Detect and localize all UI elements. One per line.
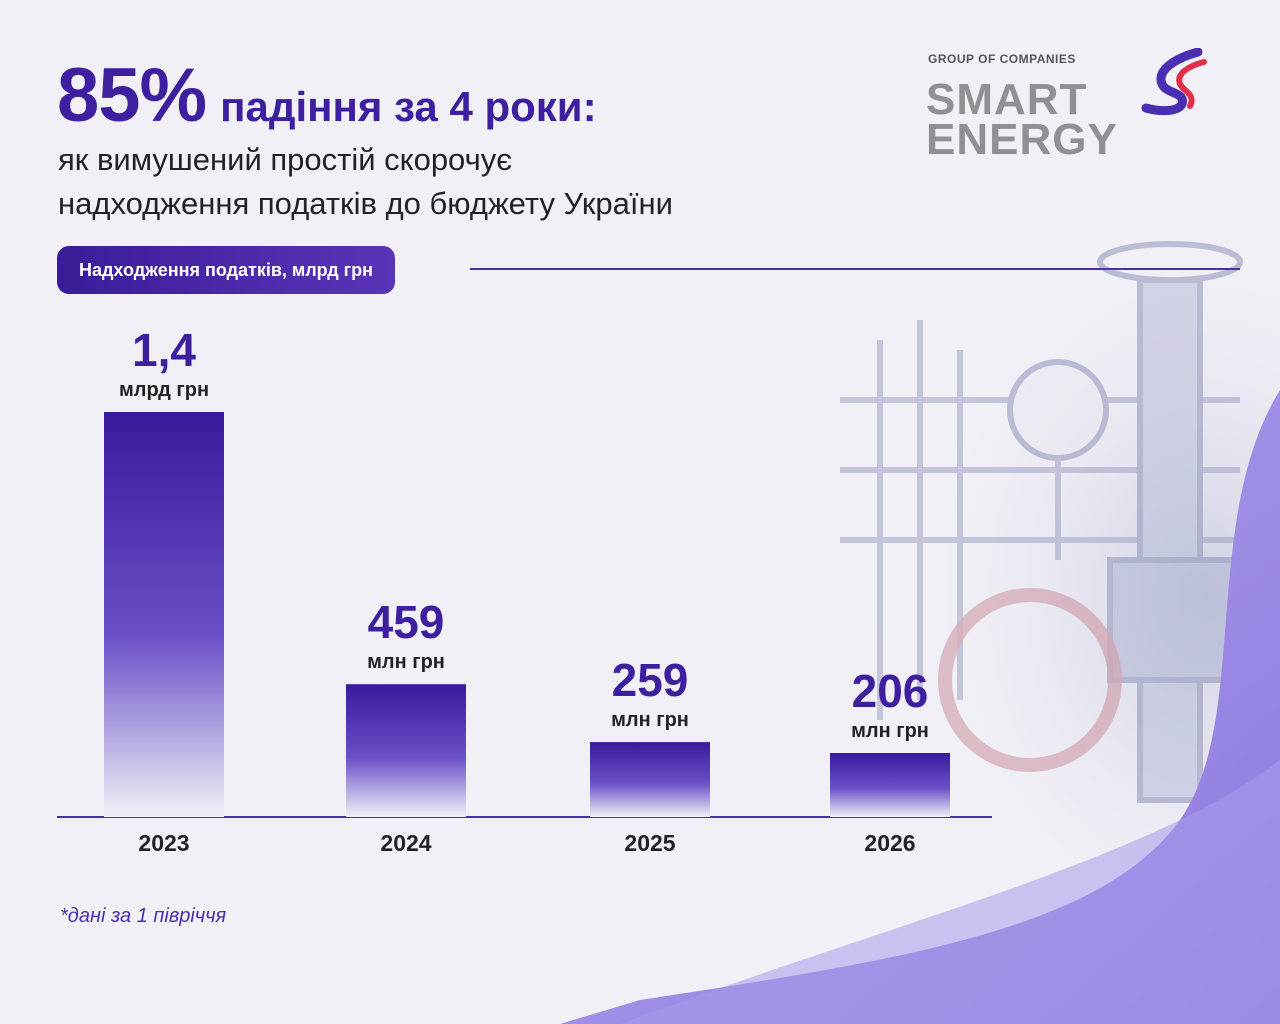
footnote: *дані за 1 півріччя [60,905,227,927]
logo-word-energy: ENERGY [926,115,1118,164]
value-label-2026: 206 [852,665,929,717]
unit-label-2025: млн грн [611,709,689,731]
logo-s-icon [1141,48,1207,116]
bar-2026 [830,753,950,817]
subtitle-line-1: як вимушений простій скорочує [58,142,513,177]
unit-label-2026: млн грн [851,720,929,742]
headline-percent: 85% [57,53,207,138]
logo-group-text: GROUP OF COMPANIES [928,52,1076,66]
bar-2024 [346,684,466,817]
unit-label-2023: млрд грн [119,379,209,401]
headline: 85% падіння за 4 роки: [57,52,597,139]
x-tick-label-2025: 2025 [624,830,675,856]
value-label-2024: 459 [368,596,445,648]
headline-text: падіння за 4 роки: [220,83,597,130]
x-tick-label-2026: 2026 [864,830,915,856]
value-label-2025: 259 [612,654,689,706]
value-label-2023: 1,4 [132,324,196,376]
x-tick-label-2024: 2024 [380,830,431,856]
x-tick-label-2023: 2023 [138,830,189,856]
bar-2025 [590,742,710,817]
title-rule [470,268,1240,270]
subtitle: як вимушений простій скорочує надходженн… [58,138,818,226]
smart-energy-logo: GROUP OF COMPANIES SMART ENERGY [926,48,1216,164]
subtitle-line-2: надходження податків до бюджету України [58,186,673,221]
chart-title-pill: Надходження податків, млрд грн [57,246,396,294]
pipeline-illustration [840,241,1253,803]
bar-2023 [104,412,224,817]
logo-word-smart: SMART [926,75,1088,124]
unit-label-2024: млн грн [367,651,445,673]
